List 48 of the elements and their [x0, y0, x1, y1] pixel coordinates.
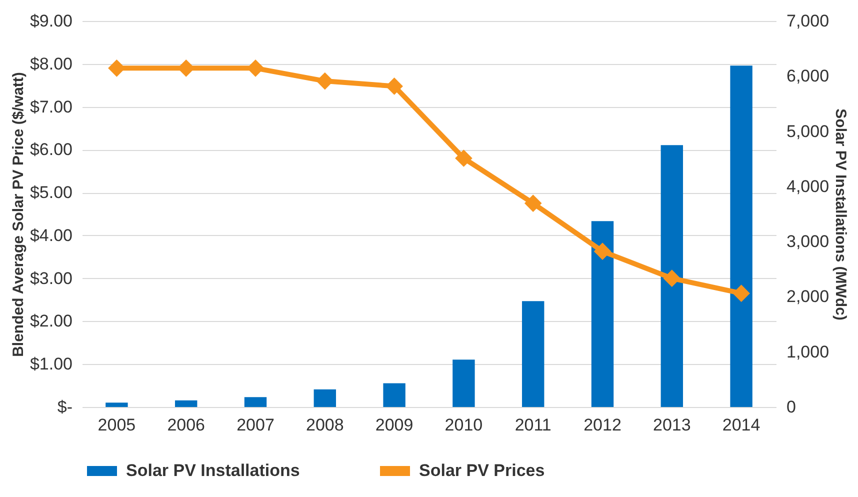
- y2-tick-label: 4,000: [786, 176, 830, 196]
- bar: [730, 66, 752, 407]
- x-tick-label: 2005: [98, 416, 136, 434]
- y-tick-label: $1.00: [30, 354, 72, 374]
- y2-tick-label: 3,000: [786, 232, 830, 252]
- y2-tick-label: 0: [786, 398, 796, 416]
- x-tick-label: 2008: [306, 416, 344, 434]
- y-tick-label: $6.00: [30, 140, 72, 160]
- bar: [452, 360, 475, 407]
- bar: [591, 221, 614, 407]
- y-axis-title: Blended Average Solar PV Price ($/watt): [10, 72, 27, 357]
- y2-tick-label: 6,000: [786, 66, 830, 86]
- point: [386, 78, 403, 95]
- y-tick-label: $2.00: [30, 312, 72, 331]
- point: [594, 242, 612, 260]
- x-tick-label: 2012: [584, 416, 622, 434]
- y-tick-label: $3.00: [30, 268, 72, 288]
- x-tick-label: 2013: [652, 416, 691, 434]
- point: [524, 194, 542, 212]
- y2-axis-title: Solar PV Installations (MWdc): [832, 108, 850, 320]
- y2-tick-label: 2,000: [786, 287, 830, 306]
- bar: [383, 383, 406, 407]
- point: [455, 150, 472, 167]
- bar: [660, 145, 684, 407]
- bar: [106, 402, 128, 407]
- x-tick-label: 2011: [514, 416, 552, 434]
- legend-label: Solar PV Installations: [126, 461, 300, 480]
- y-tick-label: $9.00: [30, 12, 72, 30]
- x-tick-label: 2006: [167, 416, 206, 434]
- bar: [174, 400, 198, 407]
- bar: [244, 397, 267, 407]
- y-tick-label: $4.00: [30, 226, 72, 245]
- bar: [522, 301, 544, 407]
- x-tick-label: 2007: [236, 416, 274, 434]
- x-tick-label: 2014: [722, 416, 760, 434]
- legend-label: Solar PV Prices: [419, 461, 545, 480]
- x-tick-label: 2009: [375, 416, 414, 434]
- x-tick-label: 2010: [444, 416, 483, 434]
- point: [663, 270, 681, 287]
- y2-tick-label: 1,000: [786, 342, 830, 362]
- y2-tick-label: 5,000: [786, 122, 830, 141]
- point: [732, 284, 750, 302]
- y-tick-label: $5.00: [30, 183, 72, 202]
- y2-tick-label: 7,000: [786, 12, 830, 30]
- y-tick-label: $8.00: [30, 54, 72, 74]
- y-tick-label: $7.00: [30, 97, 72, 116]
- bar: [314, 389, 336, 407]
- y-tick-label: $-: [57, 398, 72, 416]
